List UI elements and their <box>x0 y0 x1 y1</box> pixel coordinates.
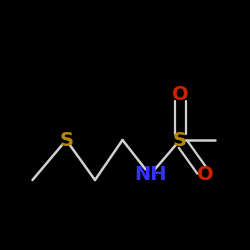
Text: O: O <box>172 86 188 104</box>
Text: S: S <box>59 130 73 150</box>
Text: S: S <box>173 130 187 150</box>
Text: NH: NH <box>134 166 166 184</box>
Text: O: O <box>197 166 213 184</box>
